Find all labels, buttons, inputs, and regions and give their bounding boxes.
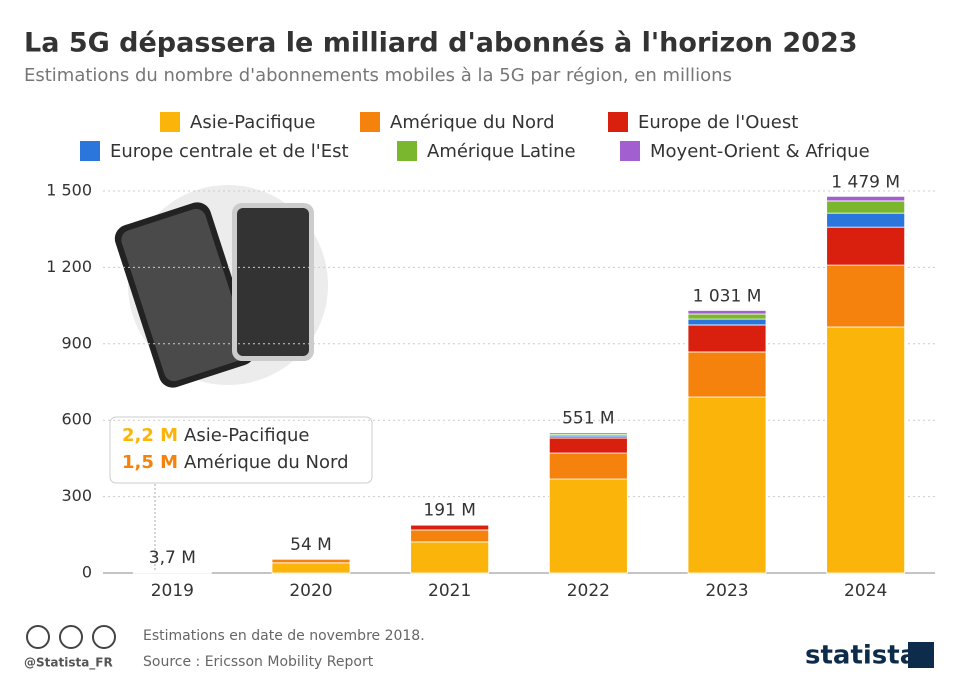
total-label: 191 M xyxy=(423,500,476,520)
legend-swatch xyxy=(620,141,640,161)
bar-segment xyxy=(687,310,767,315)
bar-segment xyxy=(687,318,767,326)
legend-swatch xyxy=(397,141,417,161)
handle: @Statista_FR xyxy=(24,656,113,671)
legend-label: Amérique Latine xyxy=(427,141,576,162)
brand: statista xyxy=(805,641,917,671)
y-tick-label: 300 xyxy=(61,486,92,505)
legend-swatch xyxy=(160,112,180,132)
bar-segment xyxy=(548,452,628,480)
total-label: 3,7 M xyxy=(149,548,196,568)
legend-label: Asie-Pacifique xyxy=(190,112,315,133)
annotation-text: Amérique du Nord xyxy=(184,452,349,473)
annotation-text: Asie-Pacifique xyxy=(184,425,309,446)
note: Estimations en date de novembre 2018. xyxy=(143,628,425,644)
x-tick-label: 2024 xyxy=(844,581,887,601)
y-tick-label: 1 200 xyxy=(46,257,92,276)
y-tick-label: 1 500 xyxy=(46,181,92,200)
legend-label: Europe centrale et de l'Est xyxy=(110,141,349,162)
bar-segment xyxy=(687,324,767,353)
legend-swatch xyxy=(80,141,100,161)
bar-segment xyxy=(826,264,906,328)
footer: @Statista_FR Estimations en date de nove… xyxy=(24,625,934,671)
bar-segment xyxy=(826,212,906,228)
legend-swatch xyxy=(360,112,380,132)
source: Source : Ericsson Mobility Report xyxy=(143,654,374,670)
bar-segment xyxy=(548,437,628,454)
y-tick-label: 600 xyxy=(61,410,92,429)
annotation-value: 2,2 M xyxy=(122,425,178,446)
annotation-box xyxy=(109,416,373,484)
chart-title: La 5G dépassera le milliard d'abonnés à … xyxy=(24,28,858,59)
bar-segment xyxy=(548,432,628,435)
total-label: 1 031 M xyxy=(693,286,762,306)
legend-swatch xyxy=(608,112,628,132)
legend-label: Amérique du Nord xyxy=(390,112,555,133)
x-tick-label: 2021 xyxy=(428,581,471,601)
bar-segment xyxy=(410,541,490,574)
total-label: 551 M xyxy=(562,409,615,429)
chart-subtitle: Estimations du nombre d'abonnements mobi… xyxy=(24,65,732,86)
x-tick-label: 2022 xyxy=(567,581,610,601)
bar-segment xyxy=(548,478,628,574)
bar-segment xyxy=(826,226,906,266)
bar-segment xyxy=(410,529,490,543)
y-tick-label: 0 xyxy=(82,563,92,582)
bar-segment xyxy=(826,195,906,202)
bar-segment xyxy=(687,313,767,320)
bar-segment xyxy=(271,558,351,564)
annotation-value: 1,5 M xyxy=(122,452,178,473)
y-tick-label: 900 xyxy=(61,333,92,352)
bar-segment xyxy=(410,524,490,531)
phone-illustration xyxy=(114,185,328,388)
bar-segment xyxy=(687,396,767,574)
bar-segment xyxy=(826,326,906,574)
x-tick-label: 2019 xyxy=(151,581,194,601)
legend-label: Europe de l'Ouest xyxy=(638,112,798,133)
bar-segment xyxy=(687,351,767,398)
x-tick-label: 2020 xyxy=(289,581,332,601)
x-tick-label: 2023 xyxy=(705,581,748,601)
total-label: 1 479 M xyxy=(831,172,900,192)
total-label: 54 M xyxy=(290,535,332,555)
bar-segment xyxy=(826,200,906,214)
legend-label: Moyent-Orient & Afrique xyxy=(650,141,870,162)
bar-segment xyxy=(271,562,351,574)
